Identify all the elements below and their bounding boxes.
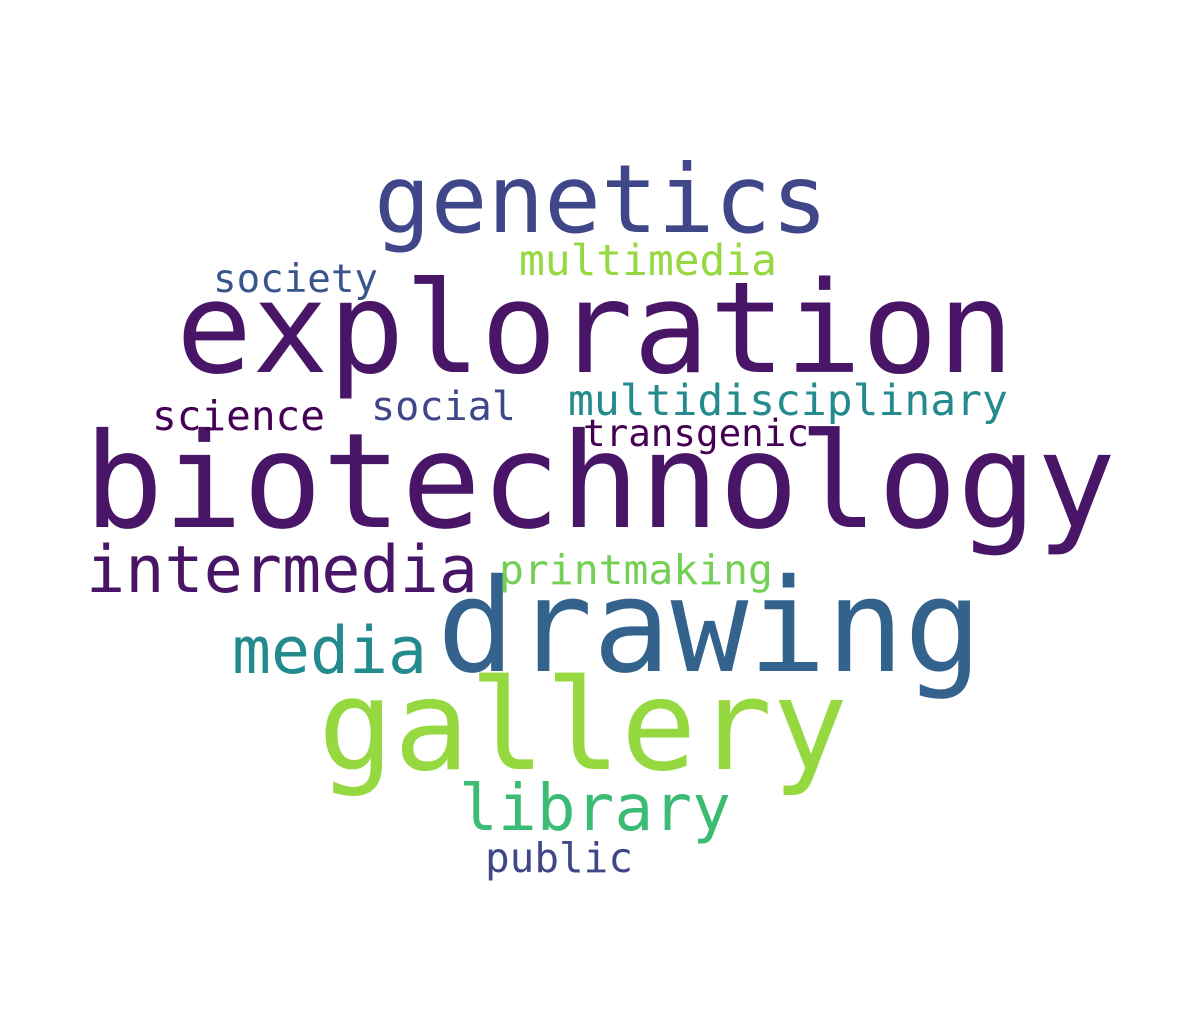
word-genetics: genetics bbox=[374, 146, 828, 256]
word-multimedia: multimedia bbox=[519, 236, 777, 287]
word-transgenic: transgenic bbox=[583, 411, 809, 456]
word-public: public bbox=[485, 833, 633, 882]
word-drawing: drawing bbox=[437, 551, 982, 703]
word-social: social bbox=[371, 383, 516, 430]
word-printmaking: printmaking bbox=[499, 545, 773, 594]
word-media: media bbox=[232, 614, 427, 690]
word-intermedia: intermedia bbox=[86, 532, 478, 608]
word-society: society bbox=[213, 257, 378, 303]
word-science: science bbox=[152, 391, 325, 440]
word-multidisciplinary: multidisciplinary bbox=[568, 376, 1008, 427]
word-exploration: exploration bbox=[176, 254, 1014, 402]
word-library: library bbox=[459, 771, 731, 847]
word-biotechnology: biotechnology bbox=[84, 405, 1116, 559]
word-gallery: gallery bbox=[318, 651, 848, 799]
